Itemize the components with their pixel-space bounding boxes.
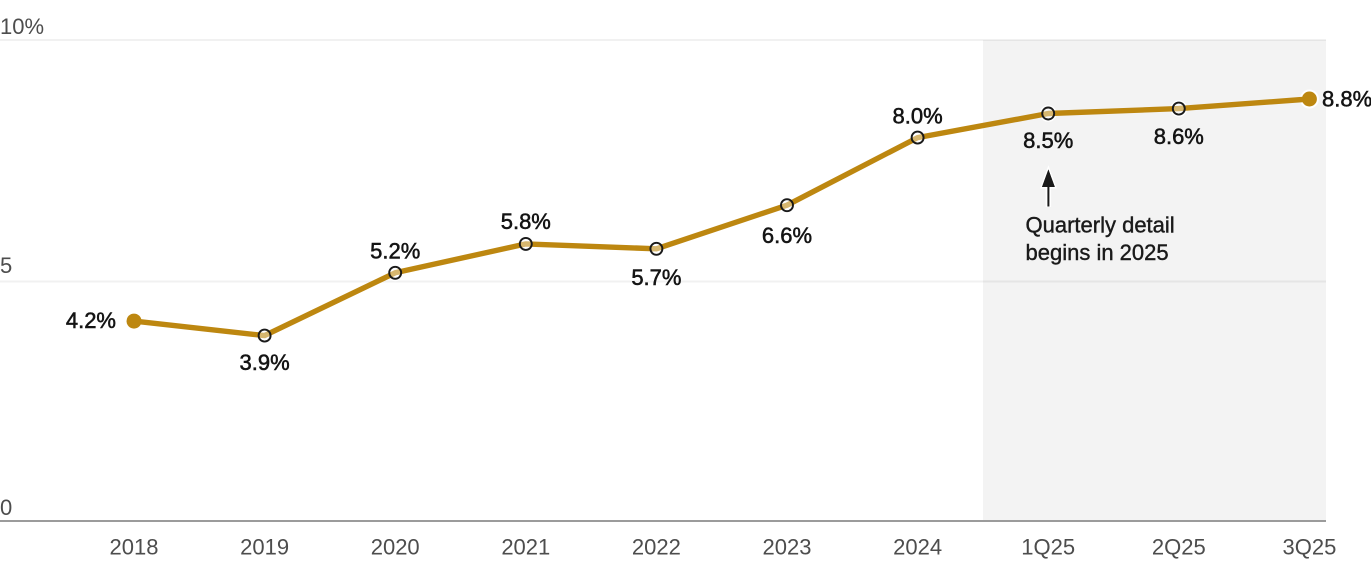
svg-text:6.6%: 6.6% bbox=[762, 223, 812, 248]
svg-text:5: 5 bbox=[0, 253, 12, 278]
svg-text:2024: 2024 bbox=[893, 535, 942, 560]
svg-text:2018: 2018 bbox=[110, 535, 159, 560]
svg-text:2Q25: 2Q25 bbox=[1152, 535, 1206, 560]
svg-text:8.8%: 8.8% bbox=[1322, 87, 1371, 112]
svg-text:4.2%: 4.2% bbox=[66, 308, 116, 333]
svg-text:5.8%: 5.8% bbox=[501, 209, 551, 234]
svg-text:2022: 2022 bbox=[632, 535, 681, 560]
svg-text:1Q25: 1Q25 bbox=[1021, 535, 1075, 560]
svg-text:3Q25: 3Q25 bbox=[1282, 535, 1336, 560]
svg-text:8.6%: 8.6% bbox=[1154, 124, 1204, 149]
svg-text:10%: 10% bbox=[0, 14, 44, 39]
svg-text:5.2%: 5.2% bbox=[370, 239, 420, 264]
svg-text:2021: 2021 bbox=[501, 535, 550, 560]
svg-text:3.9%: 3.9% bbox=[240, 350, 290, 375]
svg-text:0: 0 bbox=[0, 495, 12, 520]
svg-text:5.7%: 5.7% bbox=[631, 265, 681, 290]
svg-text:8.0%: 8.0% bbox=[893, 104, 943, 129]
svg-text:Quarterly detail: Quarterly detail bbox=[1026, 213, 1175, 238]
svg-text:8.5%: 8.5% bbox=[1023, 128, 1073, 153]
svg-text:2020: 2020 bbox=[371, 535, 420, 560]
svg-text:begins in 2025: begins in 2025 bbox=[1026, 240, 1169, 265]
svg-text:2019: 2019 bbox=[240, 535, 289, 560]
svg-text:2023: 2023 bbox=[763, 535, 812, 560]
